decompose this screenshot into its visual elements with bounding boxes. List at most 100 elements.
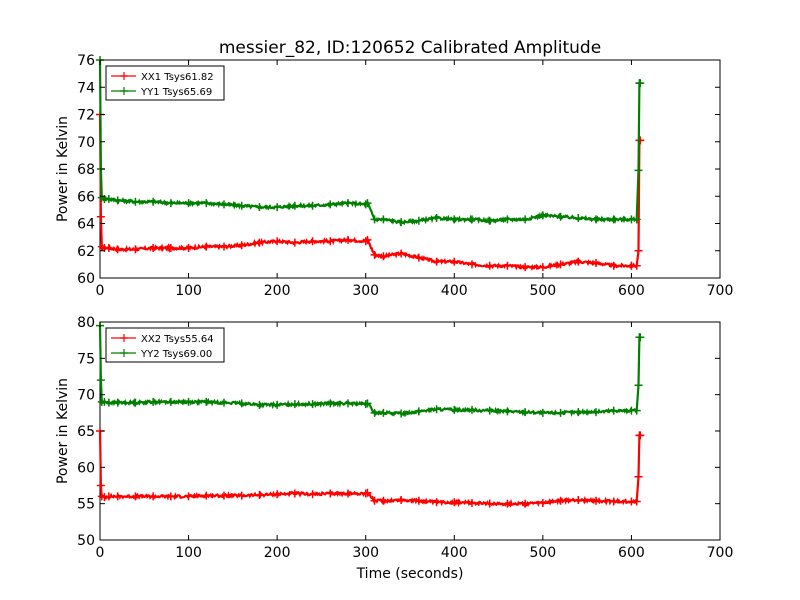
data-point-marker [363, 488, 372, 497]
data-point-marker [220, 200, 228, 209]
y-axis-label: Power in Kelvin [55, 116, 71, 222]
data-point-marker [104, 194, 113, 203]
data-point-marker [308, 400, 317, 409]
data-point-marker [634, 381, 643, 390]
data-point-marker [450, 215, 459, 224]
data-point-marker [468, 498, 476, 507]
legend: XX1 Tsys61.82 YY1 Tsys65.69 [105, 65, 225, 101]
x-tick-label: 100 [175, 283, 202, 299]
data-point-marker [468, 215, 476, 224]
data-point-marker [308, 490, 317, 499]
y-tick-label: 74 [77, 80, 95, 96]
data-point-marker [220, 242, 228, 251]
data-point-marker [220, 491, 228, 500]
data-point-marker [538, 263, 547, 272]
series-line [98, 430, 641, 508]
data-point-marker [131, 398, 140, 407]
data-point-marker [397, 218, 406, 227]
data-point-marker [521, 408, 530, 417]
data-point-marker [166, 244, 175, 253]
data-point-marker [370, 408, 379, 417]
data-point-marker [96, 481, 105, 490]
data-point-marker [485, 406, 494, 415]
data-point-marker [634, 166, 643, 175]
data-point-marker [485, 499, 494, 508]
data-point-marker [574, 257, 583, 266]
data-point-marker [432, 214, 441, 223]
data-point-marker [363, 199, 372, 208]
data-point-marker [370, 496, 379, 505]
data-point-marker [149, 397, 158, 406]
data-point-marker [290, 489, 299, 498]
data-point-marker [184, 492, 193, 501]
y-tick-label: 70 [77, 388, 95, 404]
data-point-marker [632, 497, 641, 506]
bottom-panel-amplitude-chart: 0 100 200 300 400 500 600 700 50 55 60 65 70 75 80 Powe… [55, 315, 733, 561]
data-point-marker [609, 406, 618, 415]
x-tick-label: 300 [352, 283, 379, 299]
data-point-marker [379, 252, 388, 261]
y-tick-label: 62 [77, 244, 95, 260]
data-point-marker [104, 244, 113, 253]
x-tick-label: 600 [618, 283, 645, 299]
data-point-marker [432, 498, 441, 507]
data-point-marker [166, 492, 175, 501]
data-point-marker [149, 197, 158, 206]
data-point-marker [326, 399, 335, 408]
data-point-marker [113, 245, 122, 254]
x-tick-label: 700 [707, 283, 734, 299]
y-tick-label: 66 [77, 189, 95, 205]
data-point-marker [632, 406, 641, 415]
data-point-marker [556, 260, 565, 269]
data-point-marker [414, 407, 423, 416]
data-point-marker [592, 496, 600, 505]
x-tick-label: 600 [618, 545, 645, 561]
data-point-marker [149, 492, 158, 501]
data-point-marker [414, 496, 423, 505]
data-point-marker [326, 237, 335, 246]
data-point-marker [609, 261, 618, 270]
data-point-marker [273, 237, 282, 246]
legend-label: YY1 Tsys65.69 [140, 87, 212, 98]
data-point-marker [636, 333, 645, 342]
legend-label: XX1 Tsys61.82 [141, 72, 214, 83]
data-point-marker [290, 400, 299, 409]
top-panel-amplitude-chart: 0 100 200 300 400 500 600 700 60 62 64 66 68 70 72 74 76… [55, 53, 733, 299]
legend-marker [120, 72, 128, 80]
data-point-marker [379, 408, 388, 417]
y-tick-label: 70 [77, 135, 95, 151]
data-point-marker [379, 496, 388, 505]
data-point-marker [166, 397, 175, 406]
data-point-marker [361, 237, 370, 246]
data-point-marker [149, 244, 158, 253]
data-point-marker [503, 499, 512, 508]
data-point-marker [308, 201, 317, 210]
data-point-marker [592, 215, 600, 224]
data-point-marker [450, 257, 459, 266]
data-point-marker [397, 496, 406, 505]
data-point-marker [184, 244, 193, 253]
data-point-marker [538, 408, 547, 417]
y-tick-label: 64 [77, 217, 95, 233]
data-point-marker [414, 216, 423, 225]
data-point-marker [113, 196, 122, 205]
data-point-marker [485, 216, 494, 225]
y-tick-label: 75 [77, 351, 95, 367]
data-point-marker [432, 257, 441, 266]
data-point-marker [361, 200, 370, 209]
legend-box [105, 327, 225, 363]
data-point-marker [450, 498, 459, 507]
legend-box [105, 65, 225, 101]
data-point-marker [344, 399, 352, 408]
data-point-marker [636, 431, 645, 440]
y-axis-label: Power in Kelvin [55, 378, 71, 484]
data-point-marker [468, 405, 476, 414]
data-point-marker [255, 203, 264, 212]
data-point-marker [326, 200, 335, 209]
data-point-marker [96, 212, 105, 221]
data-point-marker [166, 199, 175, 208]
data-point-marker [574, 214, 583, 223]
x-tick-label: 500 [529, 283, 556, 299]
data-point-marker [273, 203, 282, 212]
